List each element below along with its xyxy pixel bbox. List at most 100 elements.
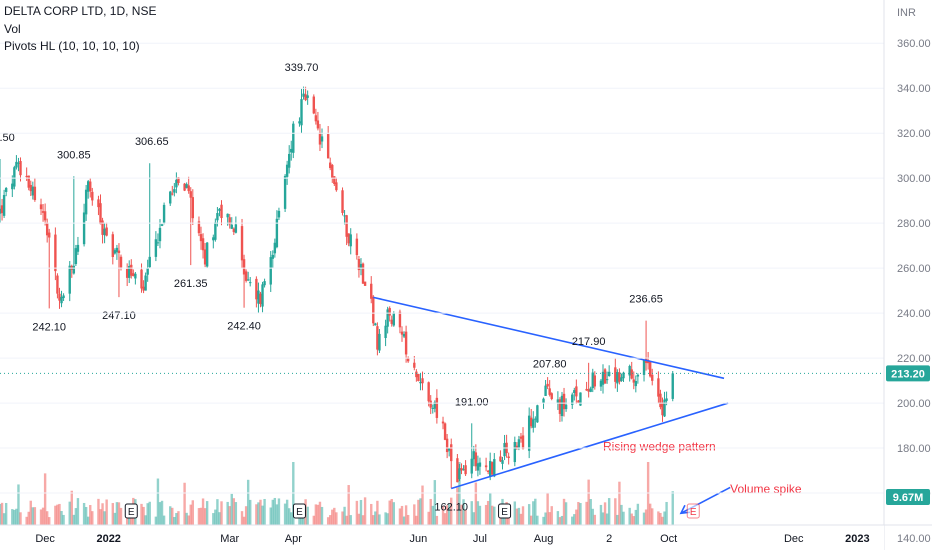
last-price-badge [886,365,930,382]
volume-bar [292,462,295,527]
candle-body [142,286,145,291]
candle-body [421,378,424,384]
volume-bar [283,503,287,527]
candle-body [13,167,16,187]
candle-body [614,367,617,382]
volume-bar [101,503,104,527]
volume-bar [84,507,88,527]
volume-bar [142,506,145,527]
volume-bar [620,504,623,527]
volume-bar [402,516,406,527]
candle-body [657,378,660,397]
pivot-label: 306.65 [135,136,169,148]
volume-bar [488,492,492,527]
candle-body [632,379,635,383]
candle-body [462,469,465,471]
candle-body [230,224,233,229]
candle-body [76,244,80,252]
candle-body [318,132,322,145]
volume-bar [312,515,316,527]
candle-body [622,372,625,379]
candle-body [450,444,453,462]
candle-body [527,415,531,451]
volume-bar [306,506,309,527]
candle-body [160,224,164,226]
volume-bar [603,502,607,527]
candle-body [97,199,100,208]
volume-bar [579,503,582,527]
volume-bar [148,501,151,527]
candle-body [31,186,35,196]
volume-bar [460,504,463,527]
volume-bar [618,481,621,527]
volume-bar [550,506,553,527]
volume-bar [285,499,289,527]
candle-body [599,380,603,387]
last-price-label: 213.20 [891,368,925,380]
candle-body [493,459,496,477]
candle-body [11,183,14,190]
volume-bar [45,511,49,527]
pivots-indicator-label[interactable]: Pivots HL (10, 10, 10, 10) [4,39,140,53]
volume-bar [376,500,379,527]
volume-bar [392,502,396,527]
candle-body [544,385,547,396]
candle-body [173,189,176,193]
candle-body [273,242,277,254]
candle-body [314,115,318,122]
candle-body [300,99,303,126]
candle-body [277,210,281,218]
pivot-label: 162.10 [434,501,468,513]
volume-bar [302,510,305,527]
candle-body [605,379,609,381]
volume-bar [41,507,45,527]
candle-body [460,468,463,471]
candle-body [671,373,674,399]
volume-bar [421,485,424,527]
candle-body [441,421,445,424]
price-tick-label: 200.00 [897,398,931,410]
volume-bar [472,512,475,527]
volume-bar [335,512,338,527]
candle-body [562,393,566,410]
volume-bar [162,515,166,527]
volume-indicator-label[interactable]: Vol [4,22,21,36]
candle-body [575,386,578,397]
candle-body [618,372,621,382]
candle-body [287,153,291,168]
candle-body [634,381,638,387]
candle-body [427,382,430,402]
volume-bar [593,514,597,527]
candle-body [212,237,215,241]
candle-body [507,456,510,459]
volume-bar [507,511,510,527]
candle-body [390,319,393,324]
candle-body [400,331,404,335]
candle-body [0,208,2,214]
candle-body [616,372,619,384]
volume-bar [447,504,451,527]
candle-body [447,448,451,451]
candle-body [341,190,344,213]
volume-bar [398,508,402,527]
volume-bar [160,500,164,527]
volume-bar [431,505,434,527]
volume-bar [359,499,363,527]
volume-bar [607,498,611,527]
volume-bar [404,505,408,527]
volume-bar [331,509,334,527]
candle-body [27,175,30,188]
candle-body [41,211,45,213]
volume-bar [474,482,478,527]
volume-bar [128,515,131,527]
volume-bar [19,512,22,527]
volume-bar [486,500,490,527]
volume-bar [591,508,594,527]
candle-body [458,468,461,480]
volume-bar [82,502,86,527]
volume-bar [269,507,272,527]
candle-body [19,161,22,176]
candle-body [607,371,611,376]
